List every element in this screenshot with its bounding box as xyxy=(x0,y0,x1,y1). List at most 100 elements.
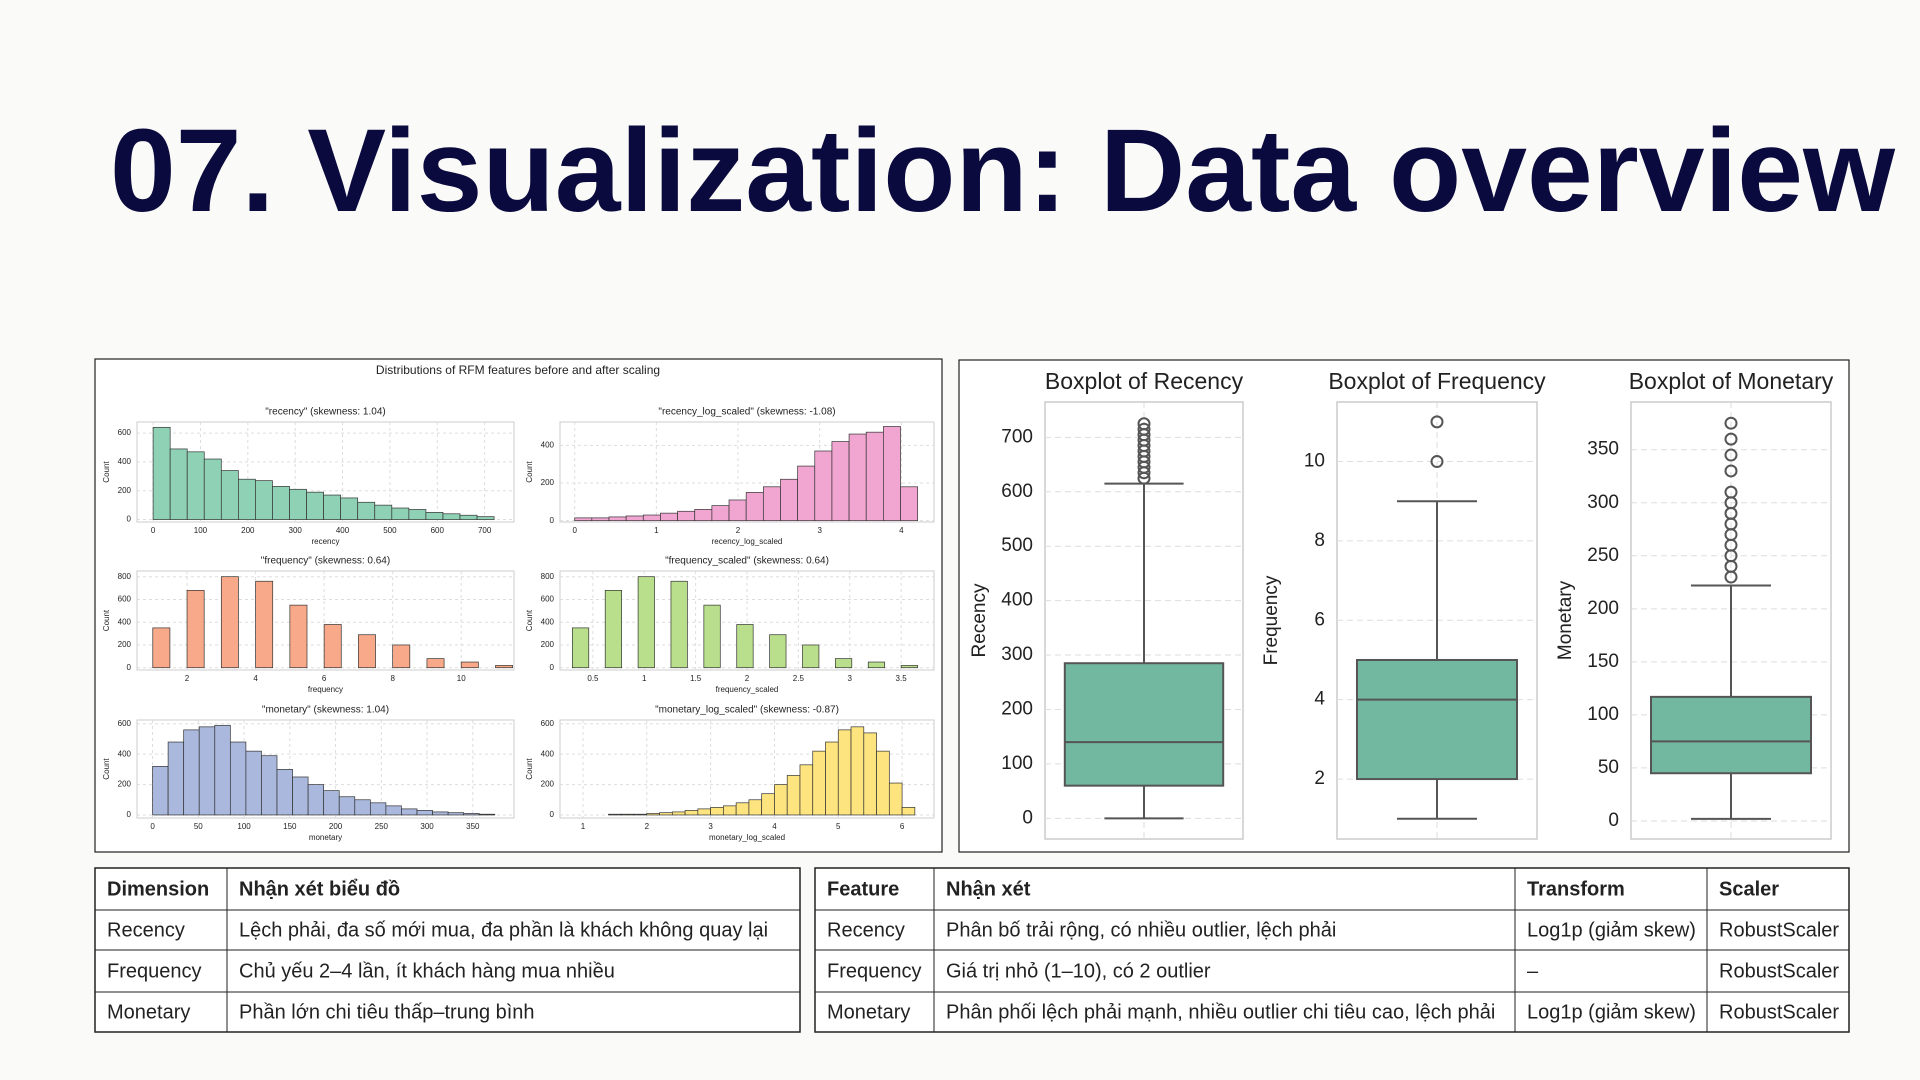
bar xyxy=(289,488,307,520)
x-tick-label: 3 xyxy=(848,674,853,683)
bar xyxy=(426,658,445,669)
bar xyxy=(703,604,721,669)
table-cell: – xyxy=(1527,960,1539,982)
bar xyxy=(495,665,513,669)
bar xyxy=(152,765,169,816)
x-tick-label: 100 xyxy=(237,822,251,831)
x-axis-label: recency_log_scaled xyxy=(712,537,783,546)
table-cell: RobustScaler xyxy=(1719,1001,1839,1023)
panel-title: Boxplot of Frequency xyxy=(1328,368,1546,394)
y-tick-label: 600 xyxy=(118,595,132,604)
bar xyxy=(255,580,274,669)
outlier xyxy=(1724,464,1738,478)
bar xyxy=(408,509,427,520)
bar xyxy=(646,813,660,816)
bar xyxy=(797,465,816,522)
bar xyxy=(620,813,635,816)
bar xyxy=(340,497,359,520)
bar xyxy=(774,784,788,816)
bar xyxy=(276,769,293,816)
bar xyxy=(728,499,747,522)
table-cell: Phần lớn chi tiêu thấp–trung bình xyxy=(239,1001,535,1023)
x-tick-label: 4 xyxy=(772,822,777,831)
panel-title: "frequency" (skewness: 0.64) xyxy=(261,556,390,567)
table-header-cell: Dimension xyxy=(107,878,209,900)
y-tick-label: 0 xyxy=(127,515,132,524)
y-axis-label: Count xyxy=(102,758,111,780)
bar xyxy=(442,513,461,520)
bar xyxy=(447,812,465,816)
y-tick-label: 200 xyxy=(541,478,555,487)
bar xyxy=(608,813,622,816)
y-tick-label: 600 xyxy=(541,595,555,604)
bar xyxy=(220,470,239,520)
bar xyxy=(710,807,724,816)
bar xyxy=(425,511,444,520)
y-tick-label: 0 xyxy=(127,810,132,819)
bar xyxy=(736,624,754,669)
y-tick-label: 100 xyxy=(1587,704,1619,725)
bar xyxy=(835,658,853,669)
y-tick-label: 50 xyxy=(1598,757,1619,778)
bar xyxy=(723,805,737,816)
x-axis-label: recency xyxy=(311,537,339,546)
bar xyxy=(745,492,764,522)
y-tick-label: 400 xyxy=(541,440,555,449)
bar xyxy=(863,732,877,816)
table-cell: Phân bố trải rộng, có nhiều outlier, lệc… xyxy=(946,919,1336,941)
x-tick-label: 600 xyxy=(431,526,445,535)
x-axis-label: monetary xyxy=(309,833,342,842)
y-tick-label: 600 xyxy=(541,719,555,728)
bar xyxy=(867,661,886,669)
panel-title: "recency" (skewness: 1.04) xyxy=(265,407,385,418)
bar xyxy=(385,805,402,816)
box xyxy=(1650,695,1812,775)
bar xyxy=(323,494,342,520)
bar xyxy=(169,448,188,520)
bar xyxy=(186,589,205,669)
y-tick-label: 0 xyxy=(550,663,555,672)
bar xyxy=(432,811,449,816)
x-tick-label: 1 xyxy=(654,526,659,535)
bar xyxy=(883,426,901,522)
y-tick-label: 6 xyxy=(1314,609,1325,630)
y-tick-label: 100 xyxy=(1001,753,1033,774)
bar xyxy=(214,724,231,816)
table-cell: Frequency xyxy=(827,960,922,982)
bar xyxy=(292,776,309,816)
bar xyxy=(369,802,387,816)
bar xyxy=(694,509,713,522)
bar xyxy=(761,793,775,816)
panel-title: "monetary" (skewness: 1.04) xyxy=(262,705,389,716)
box xyxy=(1356,658,1518,781)
bar xyxy=(670,580,688,669)
x-tick-label: 3.5 xyxy=(896,674,908,683)
outlier xyxy=(1724,448,1738,462)
y-tick-label: 0 xyxy=(127,663,132,672)
bar xyxy=(183,729,200,816)
x-tick-label: 5 xyxy=(836,822,841,831)
outlier xyxy=(1430,455,1444,469)
bar xyxy=(476,516,495,520)
y-tick-label: 700 xyxy=(1001,426,1033,447)
bar xyxy=(888,782,903,816)
y-tick-label: 400 xyxy=(118,749,132,758)
bar xyxy=(814,450,833,522)
bar xyxy=(848,433,867,522)
x-axis-label: frequency_scaled xyxy=(716,685,779,694)
x-tick-label: 4 xyxy=(253,674,258,683)
x-tick-label: 200 xyxy=(241,526,255,535)
bar xyxy=(697,808,711,816)
x-tick-label: 150 xyxy=(283,822,297,831)
y-tick-label: 300 xyxy=(1001,644,1033,665)
bar xyxy=(850,726,865,816)
bar xyxy=(238,478,256,520)
table-cell: Monetary xyxy=(107,1001,190,1023)
bar xyxy=(220,576,239,669)
x-tick-label: 1.5 xyxy=(690,674,702,683)
bar xyxy=(571,627,590,669)
panel-title: "recency_log_scaled" (skewness: -1.08) xyxy=(658,407,835,418)
y-tick-label: 10 xyxy=(1304,451,1325,472)
y-axis-label: Frequency xyxy=(1261,575,1282,665)
